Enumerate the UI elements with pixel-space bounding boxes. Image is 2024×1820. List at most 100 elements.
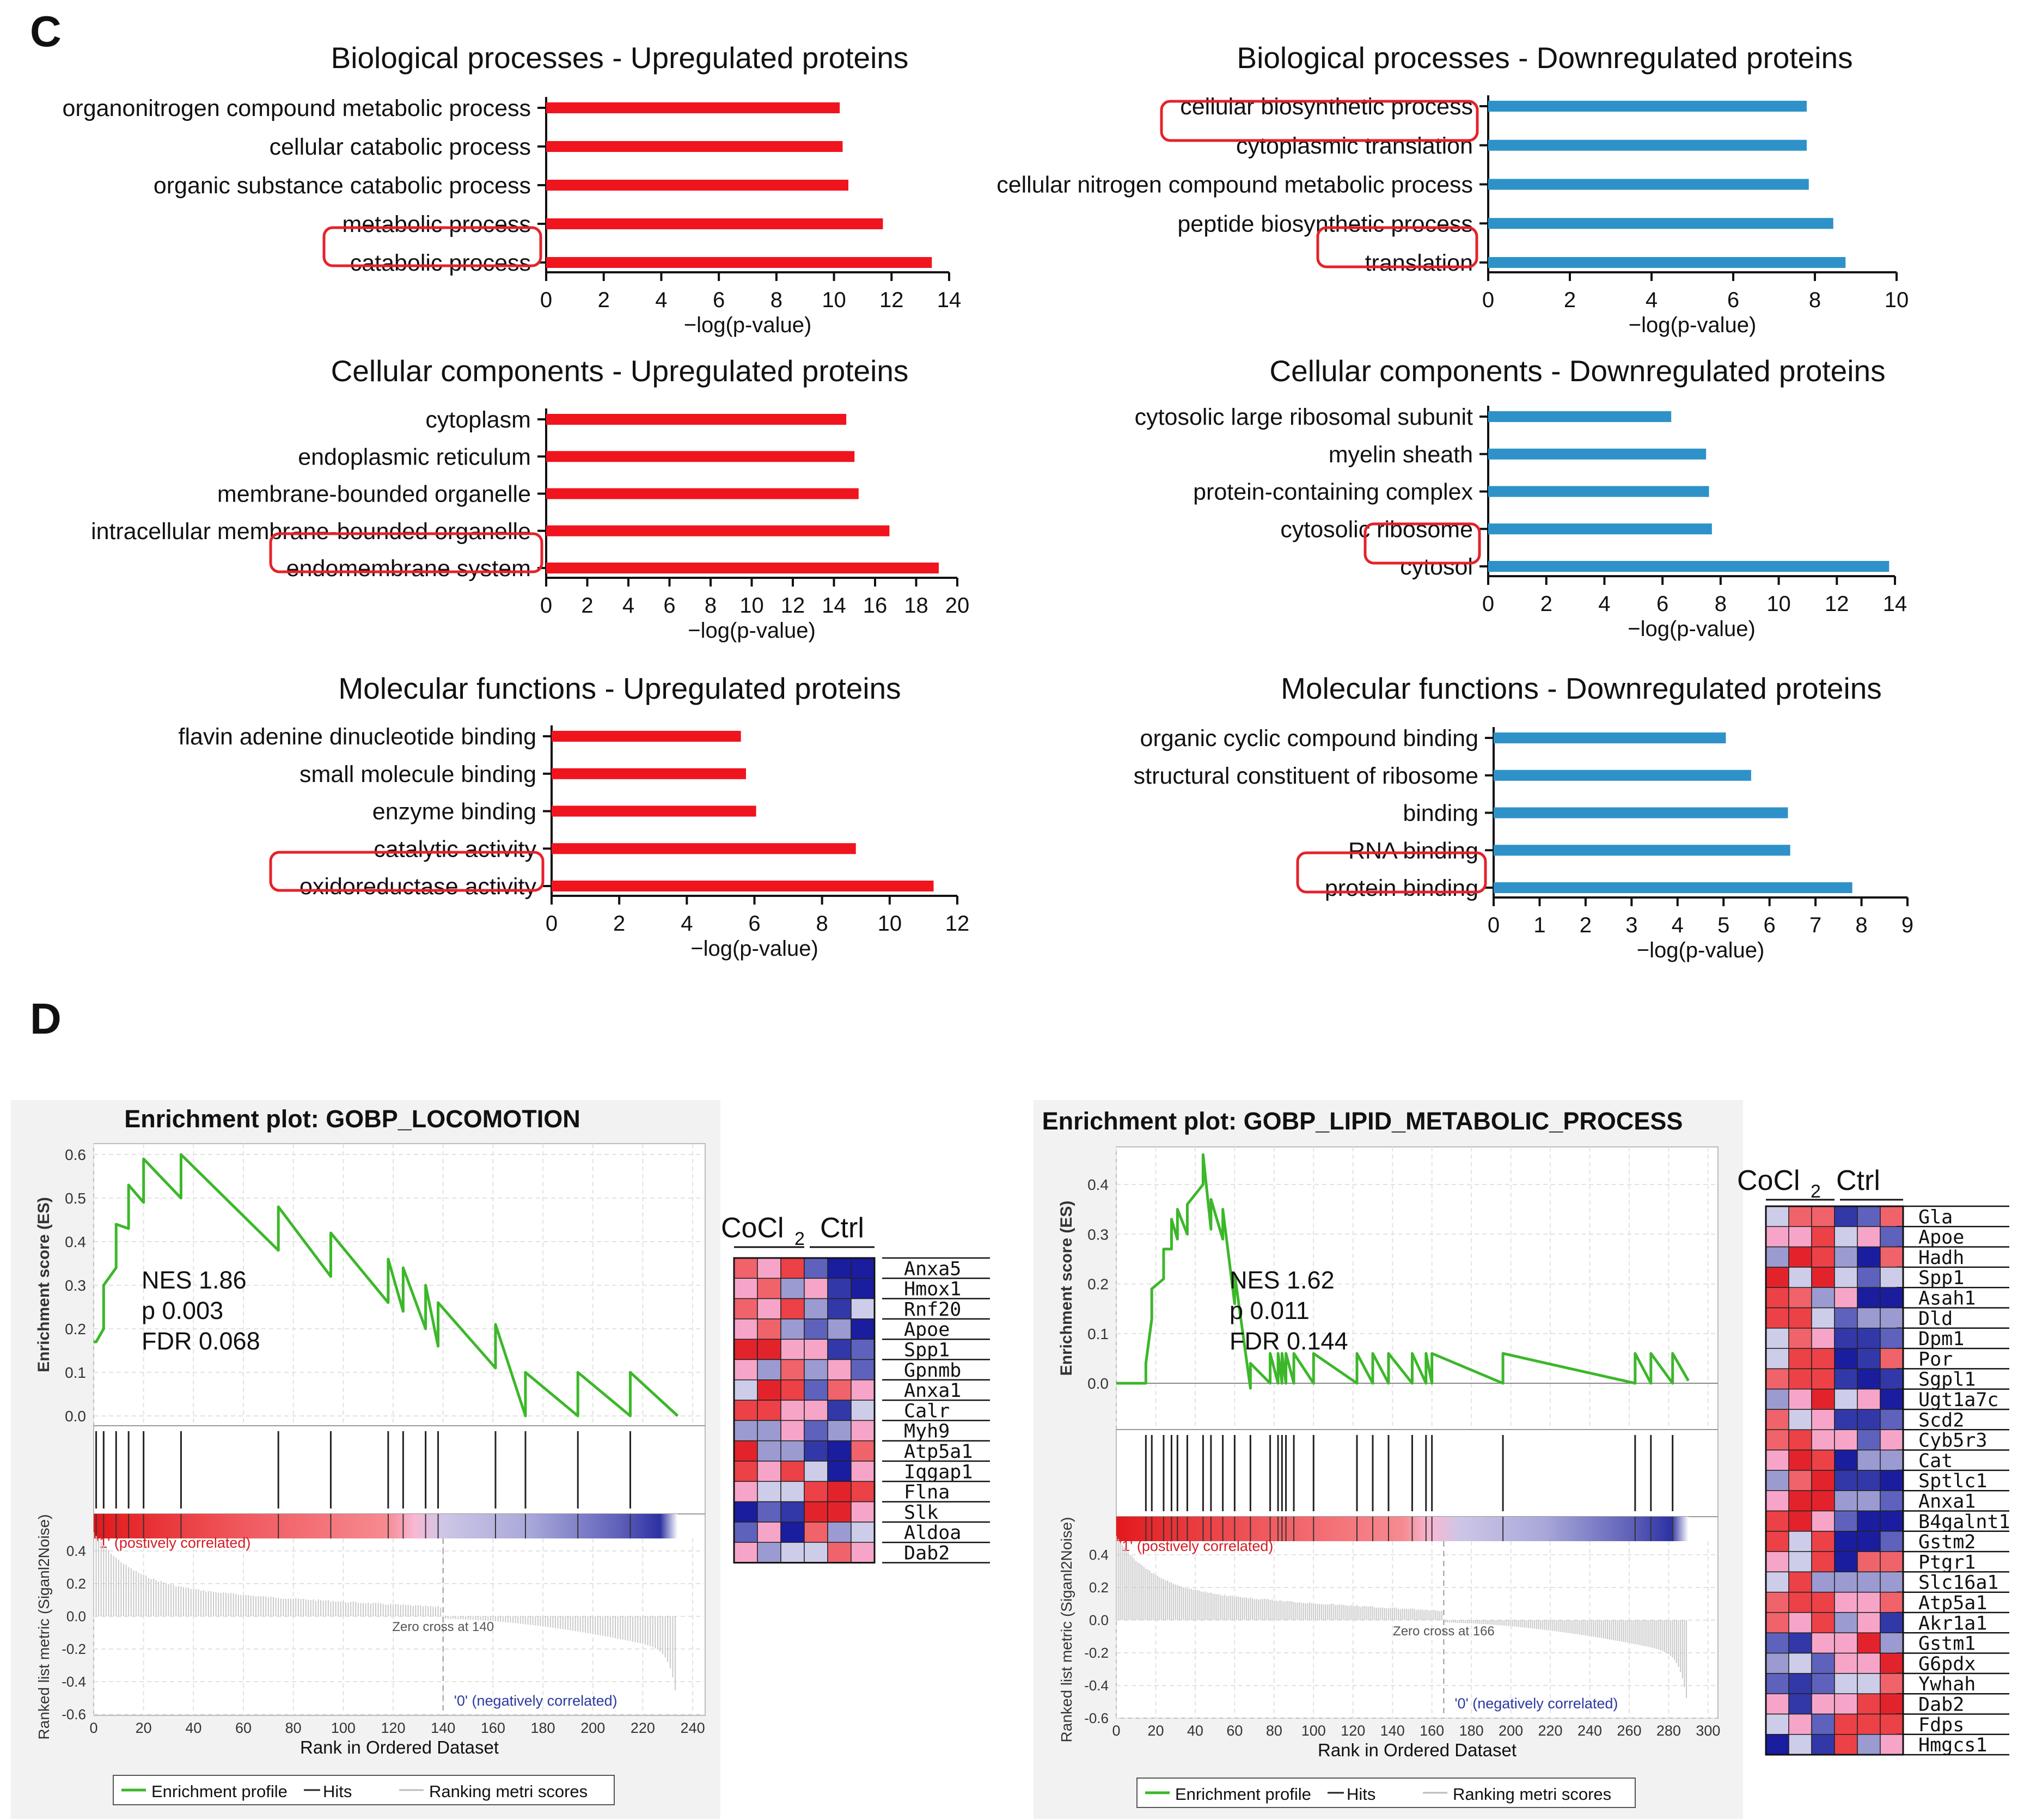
heatmap-cell bbox=[1788, 1348, 1812, 1370]
gene-label: Gstm1 bbox=[1918, 1633, 1976, 1655]
positive-label: '1' (postively correlated) bbox=[96, 1535, 250, 1551]
heatmap-cell bbox=[1834, 1348, 1858, 1370]
heatmap-cell bbox=[1765, 1632, 1789, 1654]
bar bbox=[1494, 882, 1852, 893]
heatmap-cell bbox=[1765, 1591, 1789, 1613]
bar bbox=[1488, 561, 1890, 572]
heatmap-cell bbox=[1880, 1409, 1904, 1431]
heatmap-cell bbox=[1811, 1267, 1835, 1288]
gene-label: Hmox1 bbox=[904, 1279, 961, 1300]
stat-line: NES 1.86 bbox=[142, 1266, 247, 1294]
heatmap-cell bbox=[757, 1400, 781, 1421]
y2-tick-label: 0.2 bbox=[66, 1575, 86, 1592]
x-tick-label: 6 bbox=[663, 594, 675, 618]
heatmap-cell bbox=[1857, 1287, 1881, 1309]
heatmap-cell bbox=[851, 1278, 875, 1299]
heatmap-cell bbox=[780, 1461, 805, 1482]
y-tick-label: 0.4 bbox=[65, 1233, 86, 1250]
y2-tick-label: -0.2 bbox=[62, 1641, 86, 1657]
x-axis-label: −log(p-value) bbox=[684, 313, 812, 337]
heatmap-cell bbox=[1880, 1571, 1904, 1593]
gene-label: Myh9 bbox=[904, 1421, 950, 1443]
heatmap-cell bbox=[1880, 1591, 1904, 1613]
ranking-color-bar bbox=[94, 1514, 678, 1538]
x-tick-label: 18 bbox=[904, 594, 928, 618]
highlight-circle bbox=[1296, 851, 1487, 894]
panel-label-c: C bbox=[30, 7, 62, 56]
heatmap-cell bbox=[1857, 1693, 1881, 1715]
x-tick-label: 6 bbox=[1656, 592, 1668, 616]
category-label: cytosolic ribosome bbox=[1280, 516, 1473, 542]
heatmap-cell bbox=[1880, 1510, 1904, 1532]
legend-box bbox=[1136, 1778, 1636, 1808]
heatmap-cell bbox=[733, 1420, 758, 1442]
gene-label: Slc16a1 bbox=[1918, 1572, 1999, 1594]
heatmap-cell bbox=[827, 1522, 852, 1543]
heatmap-cell bbox=[780, 1440, 805, 1462]
x-tick-label: 40 bbox=[1187, 1723, 1203, 1739]
x-tick-label: 80 bbox=[1266, 1723, 1282, 1739]
enrichment-profile-line bbox=[94, 1153, 679, 1418]
bar bbox=[1488, 257, 1846, 268]
heatmap-cell bbox=[1788, 1652, 1812, 1674]
y2-tick-label: 0.2 bbox=[1089, 1579, 1109, 1596]
heatmap-cell bbox=[1811, 1206, 1835, 1227]
category-label: myelin sheath bbox=[1329, 442, 1473, 468]
gene-label: Anxa5 bbox=[904, 1258, 961, 1280]
x-tick-label: 14 bbox=[822, 594, 846, 618]
heatmap-cell bbox=[780, 1379, 805, 1401]
heatmap-cell bbox=[1880, 1246, 1904, 1268]
category-label: cellular catabolic process bbox=[270, 134, 531, 160]
heatmap-cell bbox=[1788, 1693, 1812, 1715]
heatmap-cell bbox=[1880, 1713, 1904, 1735]
heatmap-cell bbox=[1857, 1388, 1881, 1410]
category-label: membrane-bounded organelle bbox=[217, 481, 531, 508]
heatmap-cell bbox=[1834, 1693, 1858, 1715]
heatmap-cell bbox=[757, 1501, 781, 1523]
heatmap-cell bbox=[1765, 1449, 1789, 1471]
heatmap-cell bbox=[1788, 1307, 1812, 1329]
heatmap-2: CoCl 2 CtrlGlaApoeHadhSpp1Asah1DldDpm1PorS… bbox=[1737, 1165, 2010, 1756]
category-label: flavin adenine dinucleotide binding bbox=[179, 724, 536, 750]
heatmap-cell bbox=[827, 1440, 852, 1462]
heatmap-cell bbox=[1880, 1307, 1904, 1329]
heatmap-cell bbox=[804, 1481, 828, 1503]
heatmap-cell bbox=[1834, 1287, 1858, 1309]
heatmap-cell bbox=[851, 1400, 875, 1421]
category-label: organic cyclic compound binding bbox=[1140, 725, 1478, 752]
x-tick-label: 180 bbox=[531, 1720, 555, 1736]
heatmap-cell bbox=[1857, 1612, 1881, 1634]
x-tick-label: 280 bbox=[1656, 1723, 1681, 1739]
bar bbox=[552, 731, 741, 742]
x-tick-label: 260 bbox=[1617, 1723, 1641, 1739]
bar-chart-5: Molecular functions - Upregulated protei… bbox=[179, 671, 970, 961]
gene-label: Ugt1a7c bbox=[1918, 1389, 1999, 1411]
bar bbox=[1494, 732, 1726, 743]
heatmap-cell bbox=[851, 1481, 875, 1503]
x-tick-label: 0 bbox=[546, 912, 558, 936]
x-tick-label: 6 bbox=[1764, 913, 1776, 937]
x-tick-label: 4 bbox=[1598, 592, 1610, 616]
panel-label-d: D bbox=[30, 994, 62, 1043]
heatmap-cell bbox=[780, 1359, 805, 1381]
heatmap-cell bbox=[851, 1318, 875, 1340]
heatmap-cell bbox=[851, 1461, 875, 1482]
gene-label: Apoe bbox=[1918, 1227, 1964, 1249]
heatmap-cell bbox=[1834, 1307, 1858, 1329]
stat-line: FDR 0.144 bbox=[1230, 1327, 1348, 1355]
bar bbox=[546, 414, 847, 425]
heatmap-cell bbox=[1811, 1673, 1835, 1694]
x-tick-label: 2 bbox=[598, 288, 610, 312]
heatmap-cell bbox=[1880, 1470, 1904, 1491]
heatmap-cell bbox=[1788, 1673, 1812, 1694]
heatmap-cell bbox=[804, 1339, 828, 1360]
heatmap-cell bbox=[1880, 1287, 1904, 1309]
gene-label: Flna bbox=[904, 1482, 950, 1504]
heatmap-cell bbox=[1765, 1693, 1789, 1715]
heatmap-header-subscript: 2 bbox=[794, 1229, 805, 1249]
category-label: structural constituent of ribosome bbox=[1134, 763, 1478, 789]
heatmap-cell bbox=[757, 1481, 781, 1503]
category-label: cytosolic large ribosomal subunit bbox=[1135, 404, 1473, 430]
x-tick-label: 80 bbox=[285, 1720, 302, 1736]
